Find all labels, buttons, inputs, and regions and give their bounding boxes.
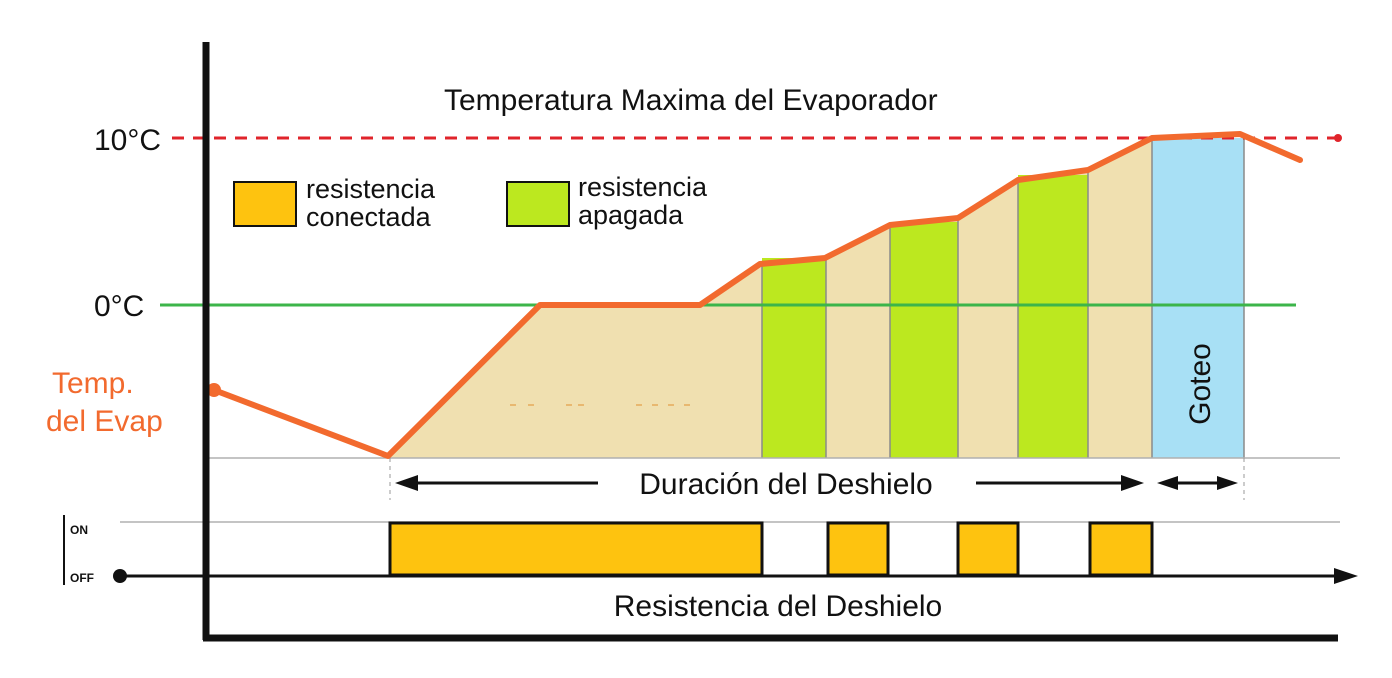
duration-guides xyxy=(389,458,1245,500)
legend-swatch-off xyxy=(506,181,570,227)
temp-label-line-2: del Evap xyxy=(46,405,163,438)
heater-pulse-4 xyxy=(1088,521,1154,577)
duration-arrow xyxy=(395,475,1144,491)
temperature-curve xyxy=(211,131,1303,459)
heater-label: Resistencia del Deshielo xyxy=(614,590,943,623)
temp-label-line-1: Temp. xyxy=(52,367,134,400)
heater-pulse-3 xyxy=(956,521,1020,577)
legend-off-line-1: resistencia xyxy=(578,172,708,202)
duration-label: Duración del Deshielo xyxy=(639,468,933,501)
legend-on-line-2: conectada xyxy=(306,202,432,232)
time-arrow-head xyxy=(1334,568,1358,584)
heater-off-band-1 xyxy=(762,258,826,458)
legend-off-line-2: apagada xyxy=(578,200,684,230)
y-label-zero: 0°C xyxy=(94,290,144,323)
y-label-max: 10°C xyxy=(94,124,161,157)
state-label-off: OFF xyxy=(70,571,94,585)
heater-off-band-3 xyxy=(1018,175,1088,458)
drip-label: Goteo xyxy=(1184,343,1217,425)
area-dots xyxy=(510,404,690,406)
heater-pulses xyxy=(388,521,1154,577)
chart-title: Temperatura Maxima del Evaporador xyxy=(444,84,938,117)
drip-arrow xyxy=(1157,476,1238,490)
off-level-start xyxy=(113,569,127,583)
legend-on-line-1: resistencia xyxy=(306,174,436,204)
temperature-curve-start xyxy=(207,383,221,397)
heater-pulse-2 xyxy=(826,521,890,577)
heater-off-band-2 xyxy=(890,222,958,458)
max-temp-line-end xyxy=(1334,134,1342,142)
state-label-on: ON xyxy=(70,523,88,537)
drip-band xyxy=(1152,138,1244,458)
legend-swatch-on xyxy=(233,181,297,227)
heater-pulse-1 xyxy=(388,521,764,577)
band-separators xyxy=(761,138,1245,458)
